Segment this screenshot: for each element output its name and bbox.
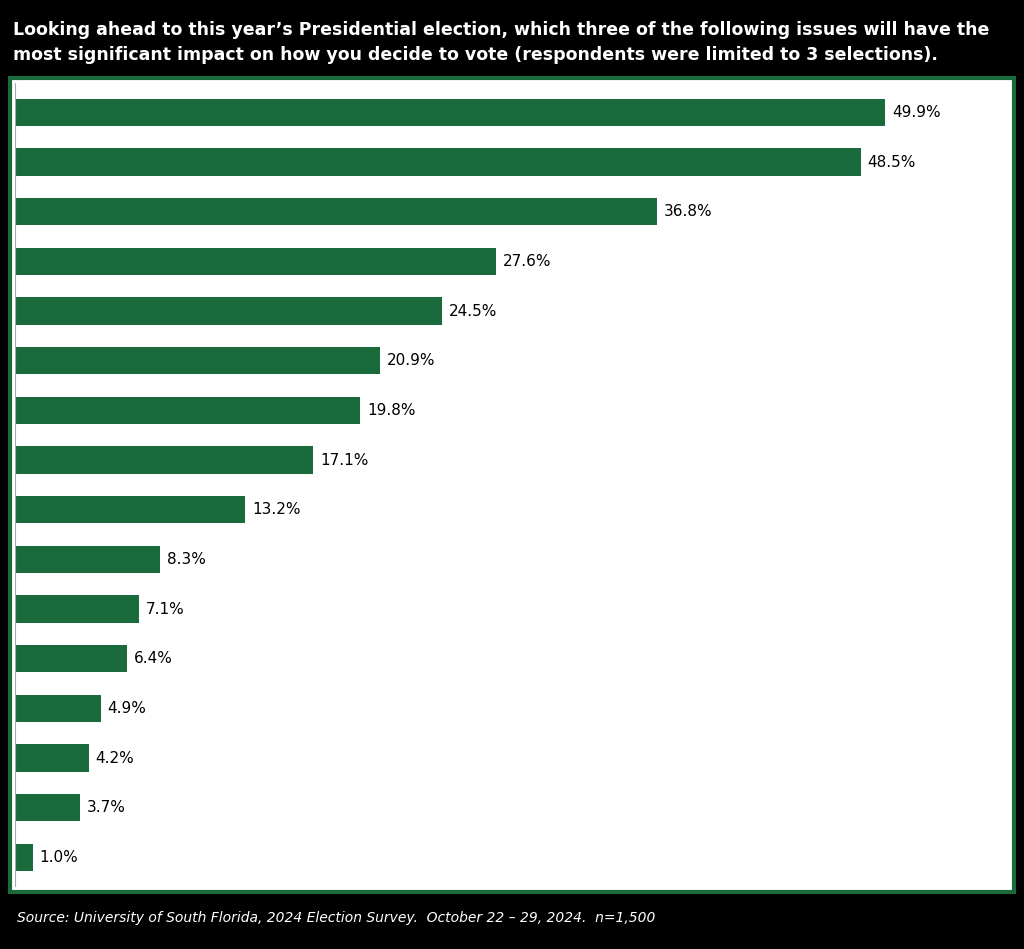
Bar xyxy=(15,397,360,424)
Text: 6.4%: 6.4% xyxy=(134,651,173,666)
Bar xyxy=(15,248,497,275)
Text: Source: University of South Florida, 2024 Election Survey.  October 22 – 29, 202: Source: University of South Florida, 202… xyxy=(17,911,655,925)
Bar xyxy=(15,745,88,772)
Bar xyxy=(15,794,80,822)
Bar xyxy=(15,595,139,623)
Bar xyxy=(15,446,313,474)
Text: 4.2%: 4.2% xyxy=(95,751,134,766)
Text: 1.0%: 1.0% xyxy=(40,850,79,865)
Bar xyxy=(15,198,656,225)
Bar xyxy=(15,844,33,871)
Text: 7.1%: 7.1% xyxy=(146,602,184,617)
Text: 49.9%: 49.9% xyxy=(892,105,940,120)
Bar xyxy=(15,297,442,325)
Bar xyxy=(15,148,860,176)
Text: 20.9%: 20.9% xyxy=(386,353,435,368)
Text: 8.3%: 8.3% xyxy=(167,552,206,567)
Text: 24.5%: 24.5% xyxy=(450,304,498,319)
Text: 13.2%: 13.2% xyxy=(252,502,301,517)
Bar xyxy=(15,695,100,722)
Bar xyxy=(15,546,160,573)
Text: 19.8%: 19.8% xyxy=(368,403,416,418)
Bar xyxy=(15,99,885,126)
Bar xyxy=(15,347,380,375)
Text: Looking ahead to this year’s Presidential election, which three of the following: Looking ahead to this year’s Presidentia… xyxy=(13,21,989,64)
Text: 4.9%: 4.9% xyxy=(108,701,146,716)
Text: 3.7%: 3.7% xyxy=(87,800,126,815)
Text: 27.6%: 27.6% xyxy=(503,254,552,269)
Bar xyxy=(15,496,246,524)
Text: 36.8%: 36.8% xyxy=(664,204,713,219)
Bar xyxy=(15,645,127,673)
Text: 48.5%: 48.5% xyxy=(867,155,915,170)
Text: 17.1%: 17.1% xyxy=(321,453,369,468)
